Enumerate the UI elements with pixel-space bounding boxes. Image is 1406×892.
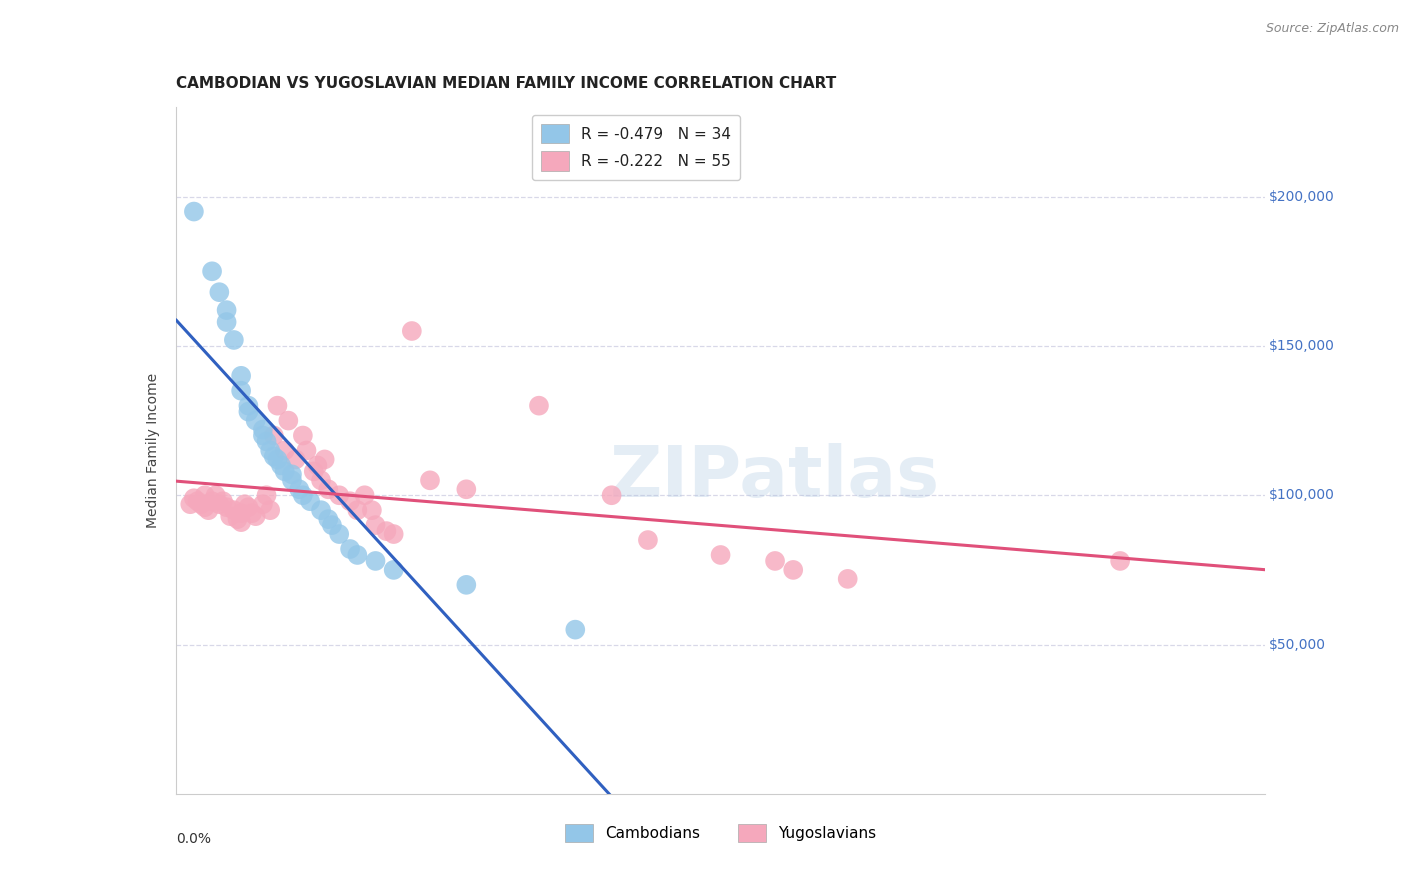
Point	[183, 491, 205, 506]
Point	[183, 204, 205, 219]
Point	[245, 509, 267, 524]
Text: ZIPatlas: ZIPatlas	[610, 443, 941, 512]
Point	[252, 497, 274, 511]
Point	[309, 503, 332, 517]
Point	[782, 563, 804, 577]
Point	[231, 384, 253, 398]
Point	[256, 488, 278, 502]
Point	[252, 423, 274, 437]
Text: CAMBODIAN VS YUGOSLAVIAN MEDIAN FAMILY INCOME CORRELATION CHART: CAMBODIAN VS YUGOSLAVIAN MEDIAN FAMILY I…	[176, 76, 837, 91]
Text: 0.0%: 0.0%	[176, 831, 211, 846]
Point	[309, 473, 332, 487]
Point	[281, 467, 304, 482]
Point	[600, 488, 623, 502]
Text: $200,000: $200,000	[1268, 190, 1334, 203]
Point	[307, 458, 329, 473]
Point	[328, 488, 350, 502]
Point	[266, 452, 288, 467]
Point	[266, 399, 288, 413]
Point	[339, 494, 361, 508]
Point	[186, 494, 209, 508]
Text: $150,000: $150,000	[1268, 339, 1334, 353]
Point	[273, 464, 295, 478]
Point	[375, 524, 398, 538]
Point	[401, 324, 423, 338]
Point	[318, 483, 340, 497]
Point	[208, 497, 231, 511]
Point	[277, 414, 299, 428]
Point	[281, 473, 304, 487]
Point	[252, 428, 274, 442]
Point	[284, 452, 307, 467]
Point	[263, 428, 285, 442]
Point	[219, 509, 242, 524]
Point	[263, 450, 285, 464]
Point	[194, 500, 217, 515]
Point	[256, 434, 278, 449]
Point	[245, 414, 267, 428]
Point	[212, 494, 235, 508]
Point	[197, 503, 219, 517]
Point	[456, 483, 478, 497]
Point	[215, 315, 238, 329]
Point	[231, 515, 253, 529]
Text: $50,000: $50,000	[1268, 638, 1326, 651]
Point	[259, 503, 281, 517]
Point	[527, 399, 550, 413]
Point	[339, 541, 361, 556]
Point	[419, 473, 441, 487]
Point	[201, 264, 224, 278]
Point	[360, 503, 382, 517]
Point	[364, 518, 387, 533]
Point	[204, 488, 226, 502]
Point	[288, 483, 311, 497]
Point	[215, 303, 238, 318]
Point	[201, 494, 224, 508]
Point	[238, 500, 260, 515]
Point	[233, 497, 256, 511]
Y-axis label: Median Family Income: Median Family Income	[146, 373, 160, 528]
Point	[302, 464, 325, 478]
Point	[222, 503, 245, 517]
Point	[299, 494, 322, 508]
Point	[314, 452, 336, 467]
Point	[259, 443, 281, 458]
Point	[231, 506, 253, 520]
Point	[346, 548, 368, 562]
Point	[763, 554, 786, 568]
Point	[240, 506, 263, 520]
Point	[190, 497, 212, 511]
Point	[709, 548, 731, 562]
Point	[270, 458, 292, 473]
Point	[194, 488, 217, 502]
Point	[364, 554, 387, 568]
Text: Source: ZipAtlas.com: Source: ZipAtlas.com	[1265, 22, 1399, 36]
Point	[226, 512, 249, 526]
Text: $100,000: $100,000	[1268, 488, 1334, 502]
Point	[273, 443, 295, 458]
Point	[295, 443, 318, 458]
Point	[637, 533, 659, 547]
Point	[231, 368, 253, 383]
Legend: Cambodians, Yugoslavians: Cambodians, Yugoslavians	[560, 818, 882, 848]
Point	[291, 428, 314, 442]
Point	[321, 518, 343, 533]
Point	[353, 488, 375, 502]
Point	[291, 488, 314, 502]
Point	[346, 503, 368, 517]
Point	[222, 333, 245, 347]
Point	[238, 399, 260, 413]
Point	[328, 527, 350, 541]
Point	[208, 285, 231, 300]
Point	[564, 623, 586, 637]
Point	[238, 404, 260, 418]
Point	[456, 578, 478, 592]
Point	[318, 512, 340, 526]
Point	[1109, 554, 1132, 568]
Point	[382, 527, 405, 541]
Point	[179, 497, 201, 511]
Point	[215, 500, 238, 515]
Point	[382, 563, 405, 577]
Point	[837, 572, 859, 586]
